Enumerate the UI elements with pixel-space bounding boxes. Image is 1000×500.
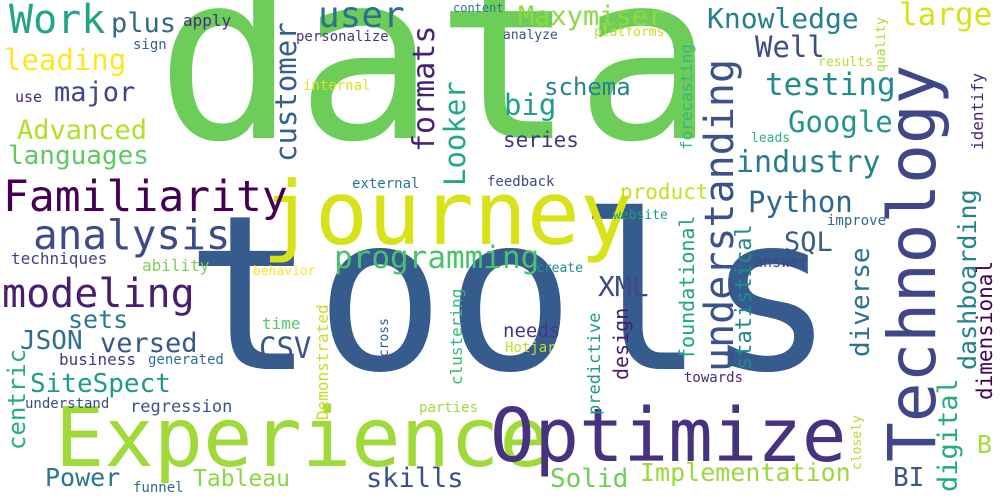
word: platforms <box>594 25 665 40</box>
word: design <box>609 307 633 380</box>
word: forecasting <box>677 44 696 150</box>
word: foundational <box>675 215 699 361</box>
word: clustering <box>447 288 466 385</box>
word: use <box>15 88 43 106</box>
word: personalize <box>296 29 389 45</box>
word: Python <box>748 185 853 219</box>
word: digital <box>933 378 964 492</box>
word: industry <box>736 145 881 180</box>
word: sign <box>133 37 167 53</box>
word: dimensional <box>973 260 997 400</box>
word: techniques <box>11 249 108 268</box>
word: create <box>536 261 583 276</box>
word: Tableau <box>193 466 290 492</box>
word: website <box>613 208 668 223</box>
word: behavior <box>253 264 316 279</box>
word: Optimize <box>490 393 847 479</box>
word: SiteSpect <box>30 369 171 399</box>
word: parties <box>419 400 479 416</box>
word: generated <box>148 352 224 368</box>
word: diverse <box>846 247 876 357</box>
word: Experience <box>55 391 549 486</box>
word: sets <box>68 305 129 334</box>
word: quality <box>874 17 889 72</box>
word: Knowledge <box>707 2 859 35</box>
word: Maxymiser <box>518 1 665 32</box>
word: user <box>318 0 405 36</box>
word: external <box>352 176 420 192</box>
word: towards <box>684 370 744 386</box>
word: closely <box>850 415 865 470</box>
word: schema <box>544 73 631 101</box>
word: Power <box>45 463 121 492</box>
word: Familiarity <box>3 172 288 222</box>
word: Advanced <box>17 115 148 146</box>
word: JSON <box>20 326 83 356</box>
word: languages <box>8 141 149 171</box>
word: identify <box>968 72 987 150</box>
word: Google <box>788 105 893 139</box>
word: big <box>504 88 557 122</box>
word: plus <box>111 8 177 39</box>
word: time <box>262 314 301 333</box>
word: journey <box>262 162 633 265</box>
word: SQL <box>784 227 833 258</box>
word: Demonstrated <box>313 304 332 420</box>
word: content <box>453 1 504 15</box>
word: large <box>899 0 993 33</box>
word: XML <box>598 270 649 303</box>
word: data <box>156 0 715 193</box>
word: regression <box>130 397 233 417</box>
word: tools <box>185 169 836 420</box>
word: predictive <box>585 312 605 415</box>
word: results <box>818 55 873 70</box>
word: Hotjar <box>505 340 556 356</box>
word: BI <box>893 463 925 493</box>
word: testing <box>765 67 896 103</box>
word: major <box>54 77 136 108</box>
word: improve <box>827 213 887 229</box>
word: internal <box>303 78 371 94</box>
word: needs <box>503 320 561 342</box>
word: Implementation <box>640 458 851 487</box>
word: modeling <box>2 271 195 317</box>
word: understand <box>25 396 110 412</box>
word: business <box>59 350 137 369</box>
word: series <box>503 128 579 152</box>
word: Solid <box>550 464 629 494</box>
word: formats <box>407 25 442 152</box>
word: product <box>620 180 709 204</box>
word: B <box>977 430 993 459</box>
word: Well <box>755 30 825 64</box>
word: across <box>377 318 392 365</box>
word: analyze <box>503 28 558 43</box>
word: versed <box>100 328 198 359</box>
word: feedback <box>487 174 555 190</box>
word: leading <box>4 43 127 77</box>
word: apply <box>183 11 232 30</box>
word: CSV <box>259 331 312 365</box>
word: Looker <box>438 81 472 186</box>
word: answer <box>754 253 809 271</box>
word: analysis <box>33 211 231 259</box>
word: Work <box>9 0 106 43</box>
word: ability <box>142 256 210 275</box>
word: funnel <box>133 480 184 496</box>
word: leads <box>751 131 791 146</box>
word: skills <box>366 463 464 494</box>
word: programming <box>334 240 540 276</box>
word: statistical <box>732 224 757 370</box>
